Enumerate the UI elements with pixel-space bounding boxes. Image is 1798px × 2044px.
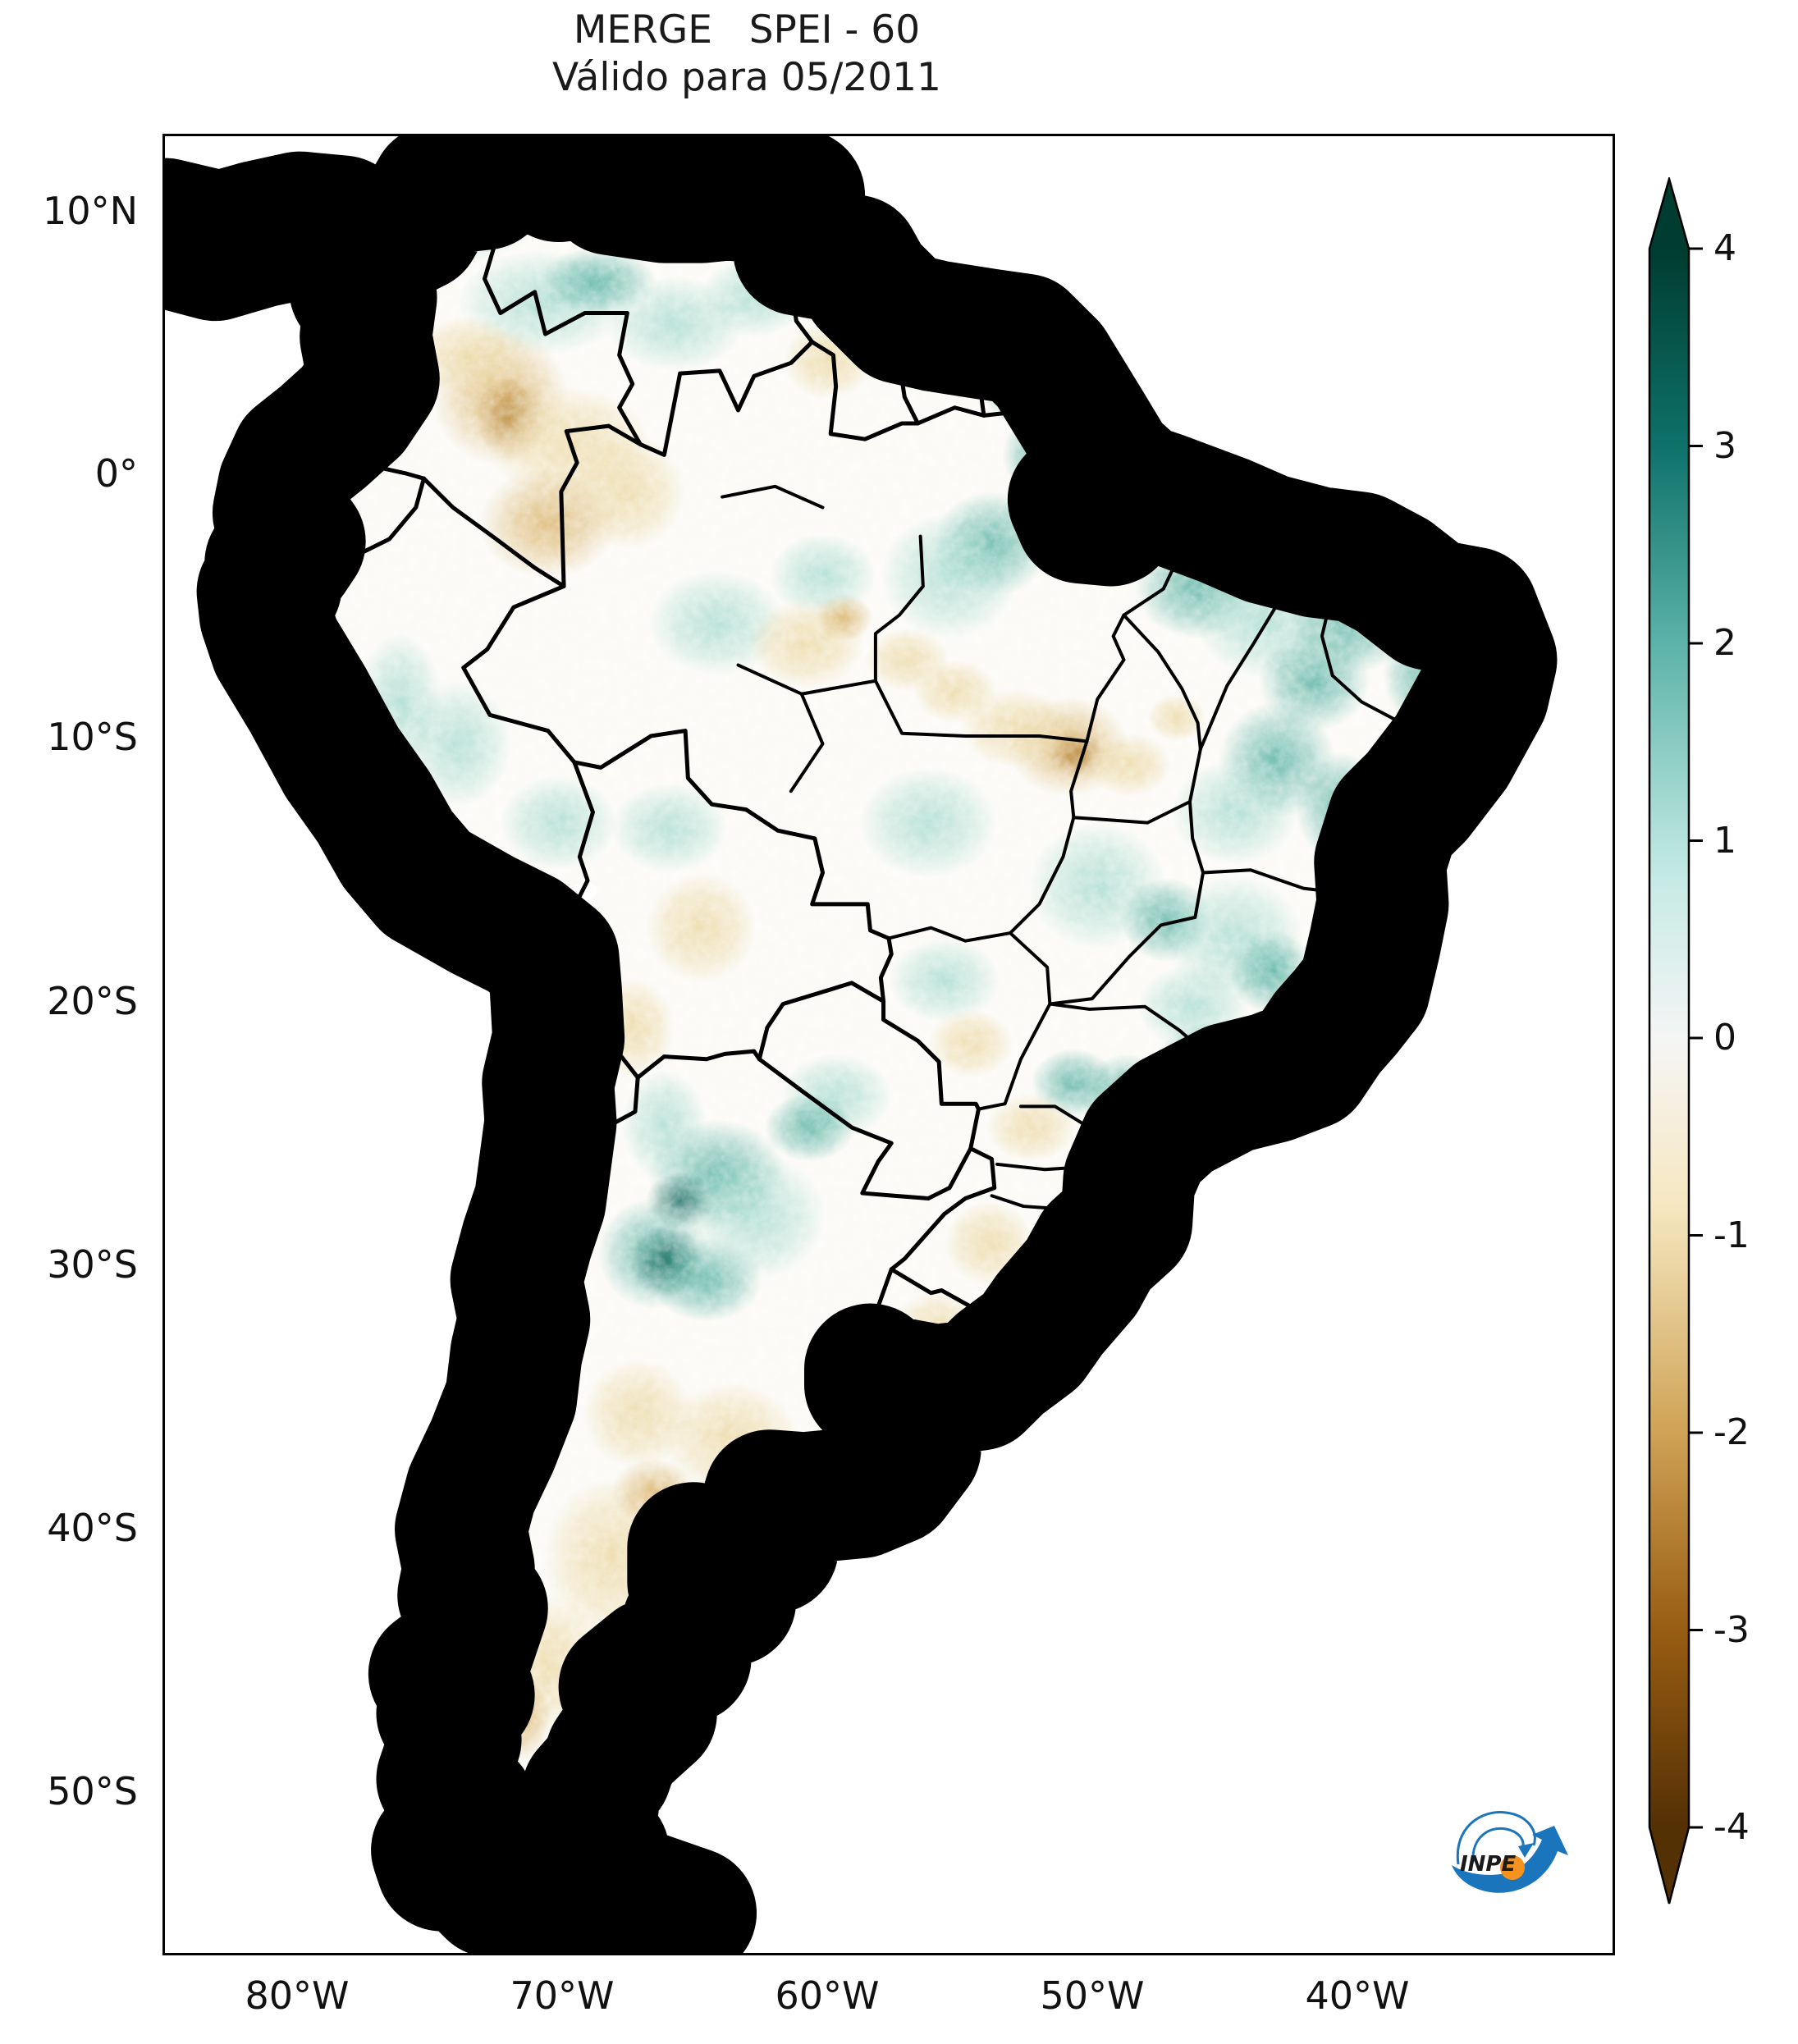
colorbar-tick-label: -1 [1713,1214,1750,1256]
logo-outer-orbit [1456,1811,1536,1865]
lon-tick-label: 60°W [775,1973,880,2018]
title-line-2: Válido para 05/2011 [552,55,941,100]
colorbar-tick-label: -2 [1713,1411,1750,1453]
lon-tick-label: 50°W [1040,1973,1145,2018]
figure-title: MERGE SPEI - 60 Válido para 05/2011 [0,7,1494,102]
state-borders [722,452,1401,1219]
lat-tick-label: 0° [94,451,138,496]
lat-tick-label: 10°N [43,189,138,233]
lat-tick-label: 30°S [47,1242,138,1287]
lat-tick-label: 40°S [47,1506,138,1550]
logo-orange-globe [1500,1855,1525,1880]
logo-text: INPE [1460,1852,1516,1877]
colorbar-tick-label: 1 [1713,820,1736,862]
title-line-1: MERGE SPEI - 60 [573,7,921,53]
colorbar-tick-label: -3 [1713,1609,1750,1651]
lat-tick-label: 20°S [47,979,138,1023]
colorbar-tick-label: 4 [1713,227,1736,269]
logo-swoosh-arrow [1452,1826,1568,1893]
logo-inner-orbit [1471,1827,1525,1863]
colorbar-tick-marks [1689,247,1703,1829]
colorbar-tick-label: -4 [1713,1806,1750,1848]
lon-tick-label: 80°W [245,1973,350,2018]
lat-tick-label: 50°S [47,1769,138,1813]
lon-tick-label: 40°W [1305,1973,1410,2018]
country-borders [165,136,1491,1953]
colorbar-tick-label: 3 [1713,425,1736,467]
logo-orbit-arrowhead [1518,1843,1534,1858]
colorbar-tick-label: 0 [1713,1017,1736,1059]
colorbar-tick-label: 2 [1713,622,1736,664]
south-america-map [165,136,1613,1953]
lat-tick-label: 10°S [47,715,138,759]
map-frame [162,134,1615,1955]
lon-tick-label: 70°W [510,1973,615,2018]
colorbar-gradient-bar [1648,177,1690,1905]
colorbar [1648,177,1703,1905]
inpe-logo: INPE [1452,1811,1568,1893]
